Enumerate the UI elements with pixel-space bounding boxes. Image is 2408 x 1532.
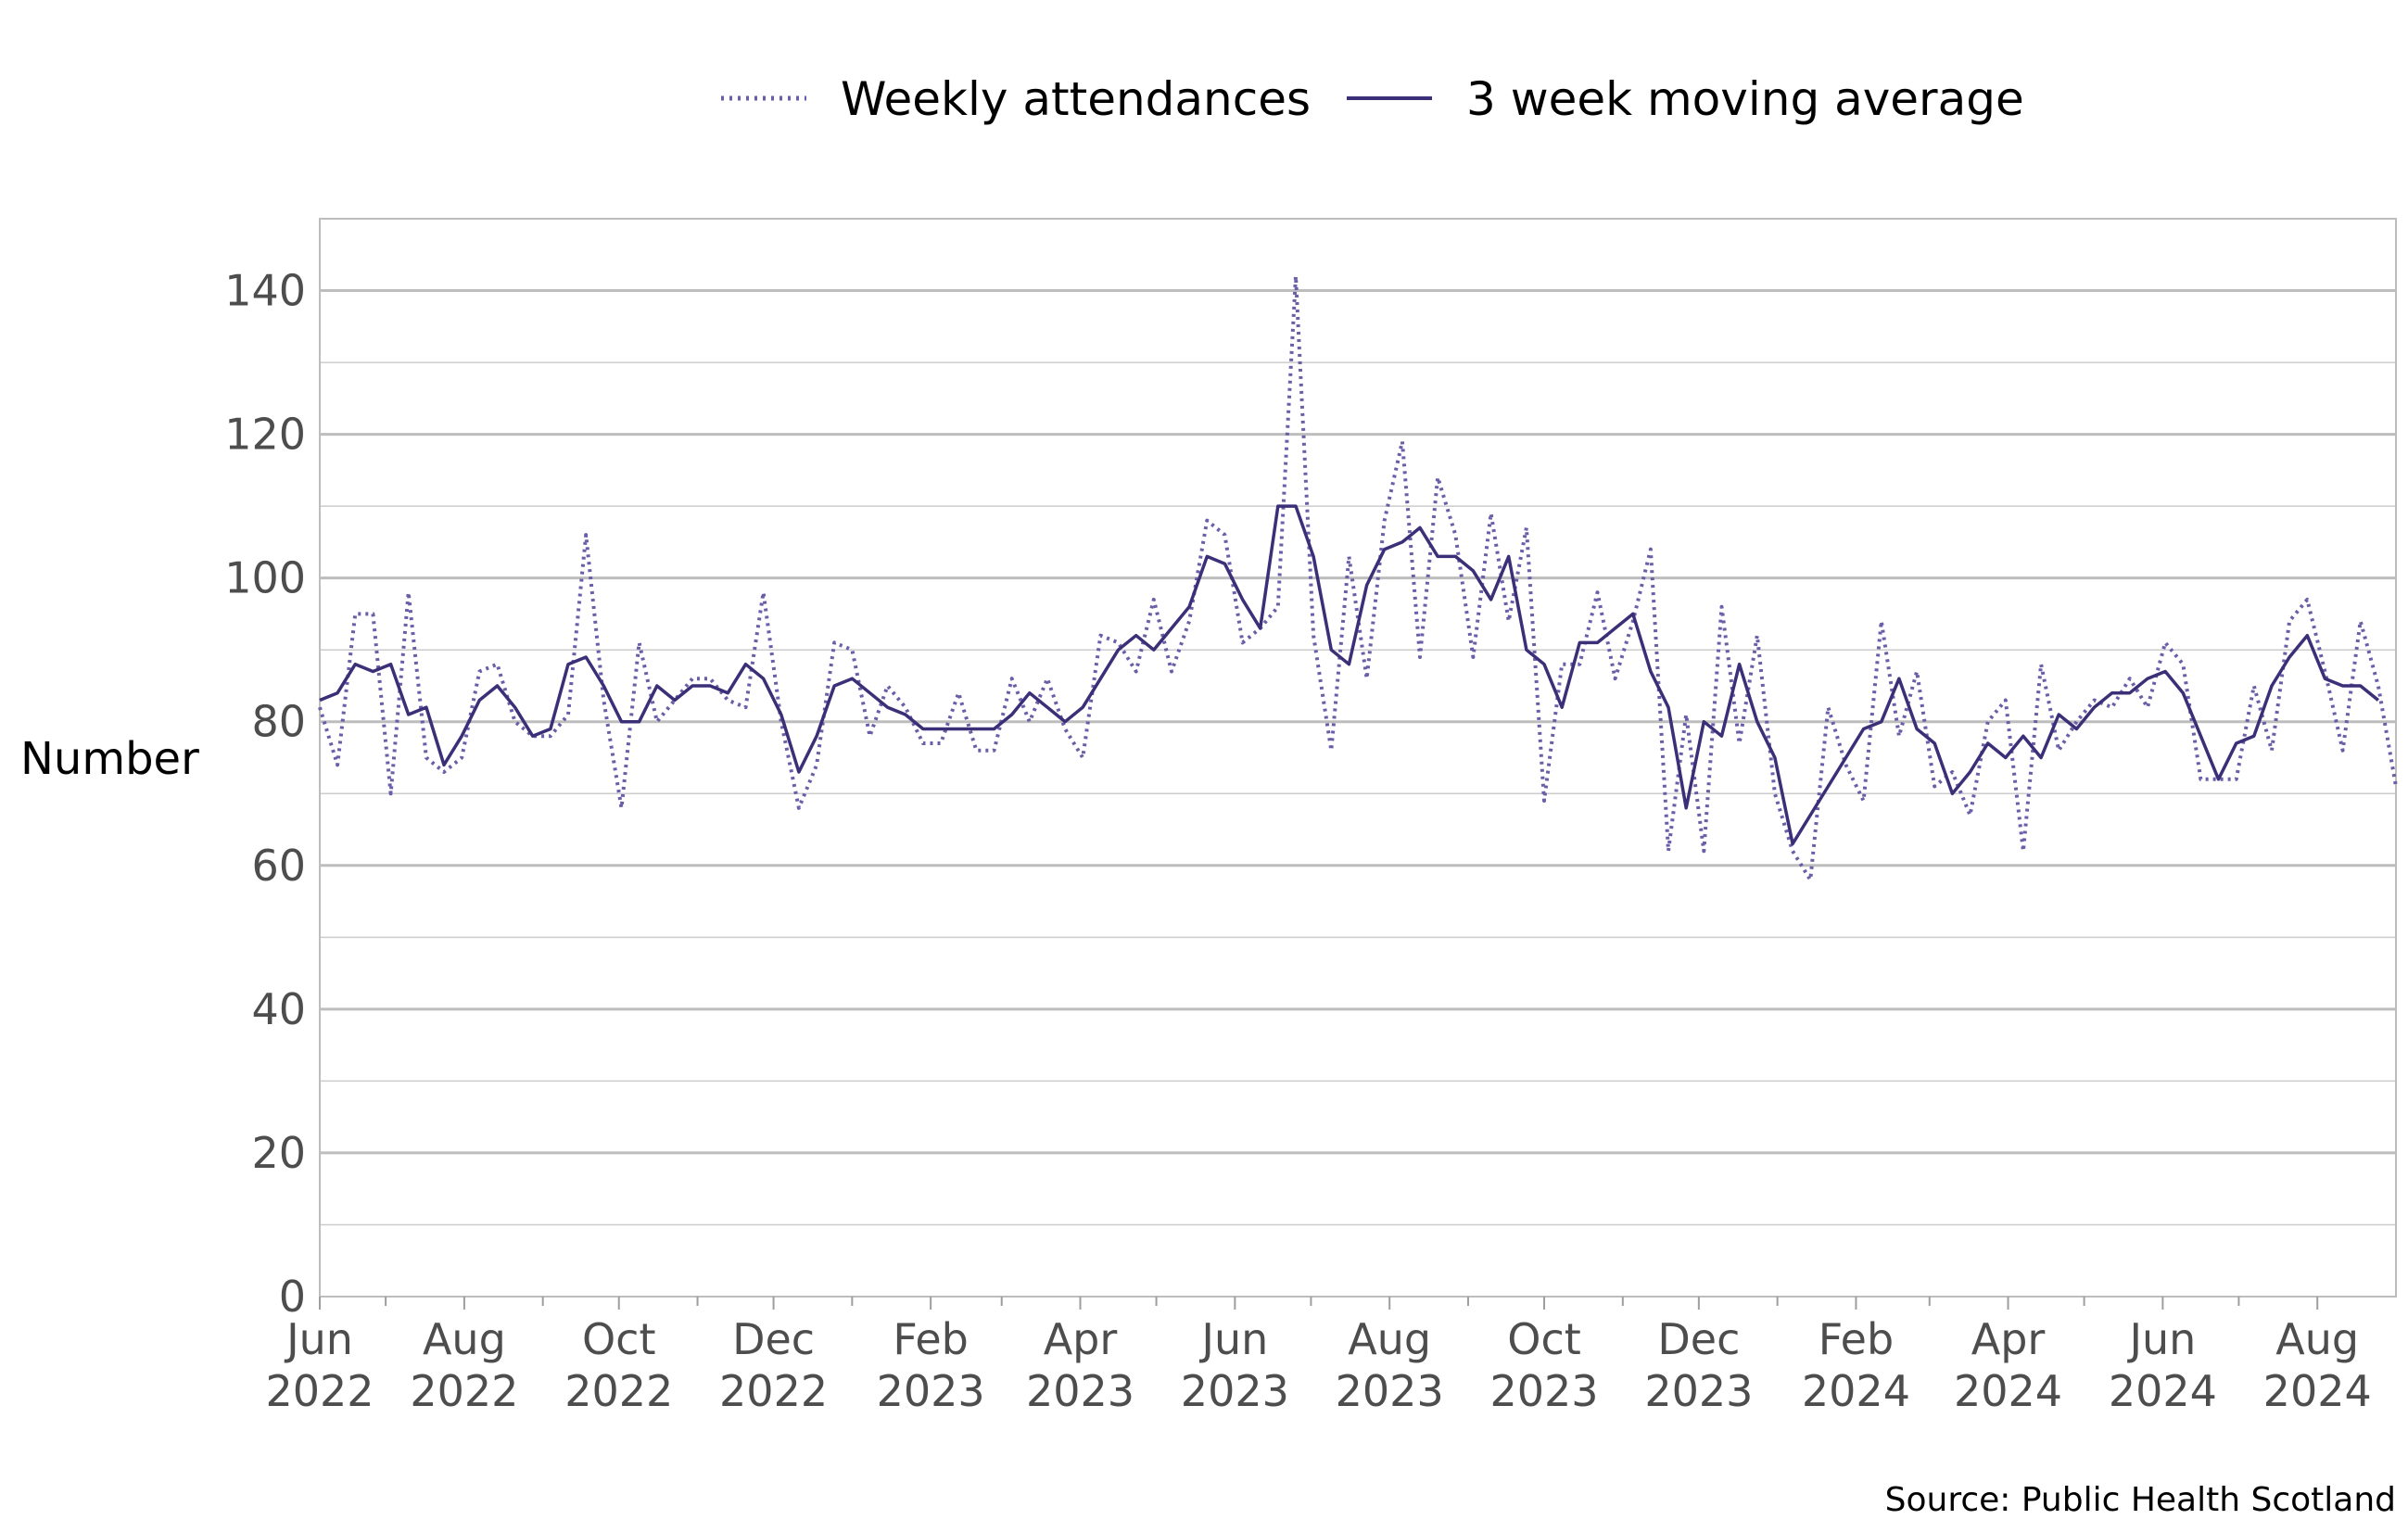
x-tick-month: Aug	[1348, 1314, 1431, 1364]
legend-label-moving-average: 3 week moving average	[1466, 72, 2024, 126]
x-tick-year: 2023	[1336, 1366, 1444, 1416]
x-tick-month: Jun	[2126, 1314, 2196, 1364]
x-tick-month: Apr	[1044, 1314, 1118, 1364]
x-tick-year: 2023	[1026, 1366, 1134, 1416]
x-tick-month: Jun	[284, 1314, 353, 1364]
x-tick-month: Aug	[2275, 1314, 2359, 1364]
x-tick-month: Jun	[1198, 1314, 1268, 1364]
x-tick-month: Aug	[423, 1314, 506, 1364]
y-tick-label: 40	[251, 984, 306, 1034]
y-axis-label: Number	[20, 733, 199, 785]
y-tick-label: 0	[279, 1272, 306, 1322]
x-tick-year: 2024	[1954, 1366, 2062, 1416]
y-tick-label: 20	[251, 1128, 306, 1178]
x-tick-year: 2022	[265, 1366, 374, 1416]
y-tick-label: 140	[224, 266, 306, 316]
x-tick-year: 2023	[1644, 1366, 1753, 1416]
x-tick-year: 2022	[410, 1366, 518, 1416]
x-tick-month: Feb	[1819, 1314, 1894, 1364]
y-axis: 0 20 40 60 80 100 120 140	[224, 266, 306, 1322]
x-tick-month: Dec	[732, 1314, 815, 1364]
source-note: Source: Public Health Scotland	[1885, 1481, 2396, 1519]
x-tick-month: Dec	[1657, 1314, 1740, 1364]
x-tick-month: Feb	[893, 1314, 968, 1364]
x-tick-year: 2023	[1489, 1366, 1598, 1416]
y-tick-label: 120	[224, 410, 306, 460]
x-tick-year: 2023	[877, 1366, 985, 1416]
x-tick-year: 2022	[564, 1366, 673, 1416]
x-tick-month: Oct	[582, 1314, 656, 1364]
x-tick-month: Apr	[1971, 1314, 2046, 1364]
y-tick-label: 80	[251, 697, 306, 747]
gridlines	[320, 218, 2396, 1226]
legend: Weekly attendances 3 week moving average	[721, 72, 2024, 126]
x-tick-year: 2023	[1181, 1366, 1289, 1416]
legend-label-weekly-attendances: Weekly attendances	[841, 72, 1311, 126]
x-tick-month: Oct	[1507, 1314, 1581, 1364]
x-axis: Jun2022Aug2022Oct2022Dec2022Feb2023Apr20…	[265, 1296, 2396, 1416]
x-tick-year: 2022	[719, 1366, 828, 1416]
y-tick-label: 60	[251, 841, 306, 891]
y-tick-label: 100	[224, 553, 306, 603]
x-tick-year: 2024	[2109, 1366, 2217, 1416]
x-tick-year: 2024	[2263, 1366, 2372, 1416]
series-group	[318, 274, 2398, 882]
series-line-moving-average	[319, 504, 2379, 846]
x-tick-year: 2024	[1802, 1366, 1910, 1416]
plot-frame	[319, 218, 2397, 1298]
